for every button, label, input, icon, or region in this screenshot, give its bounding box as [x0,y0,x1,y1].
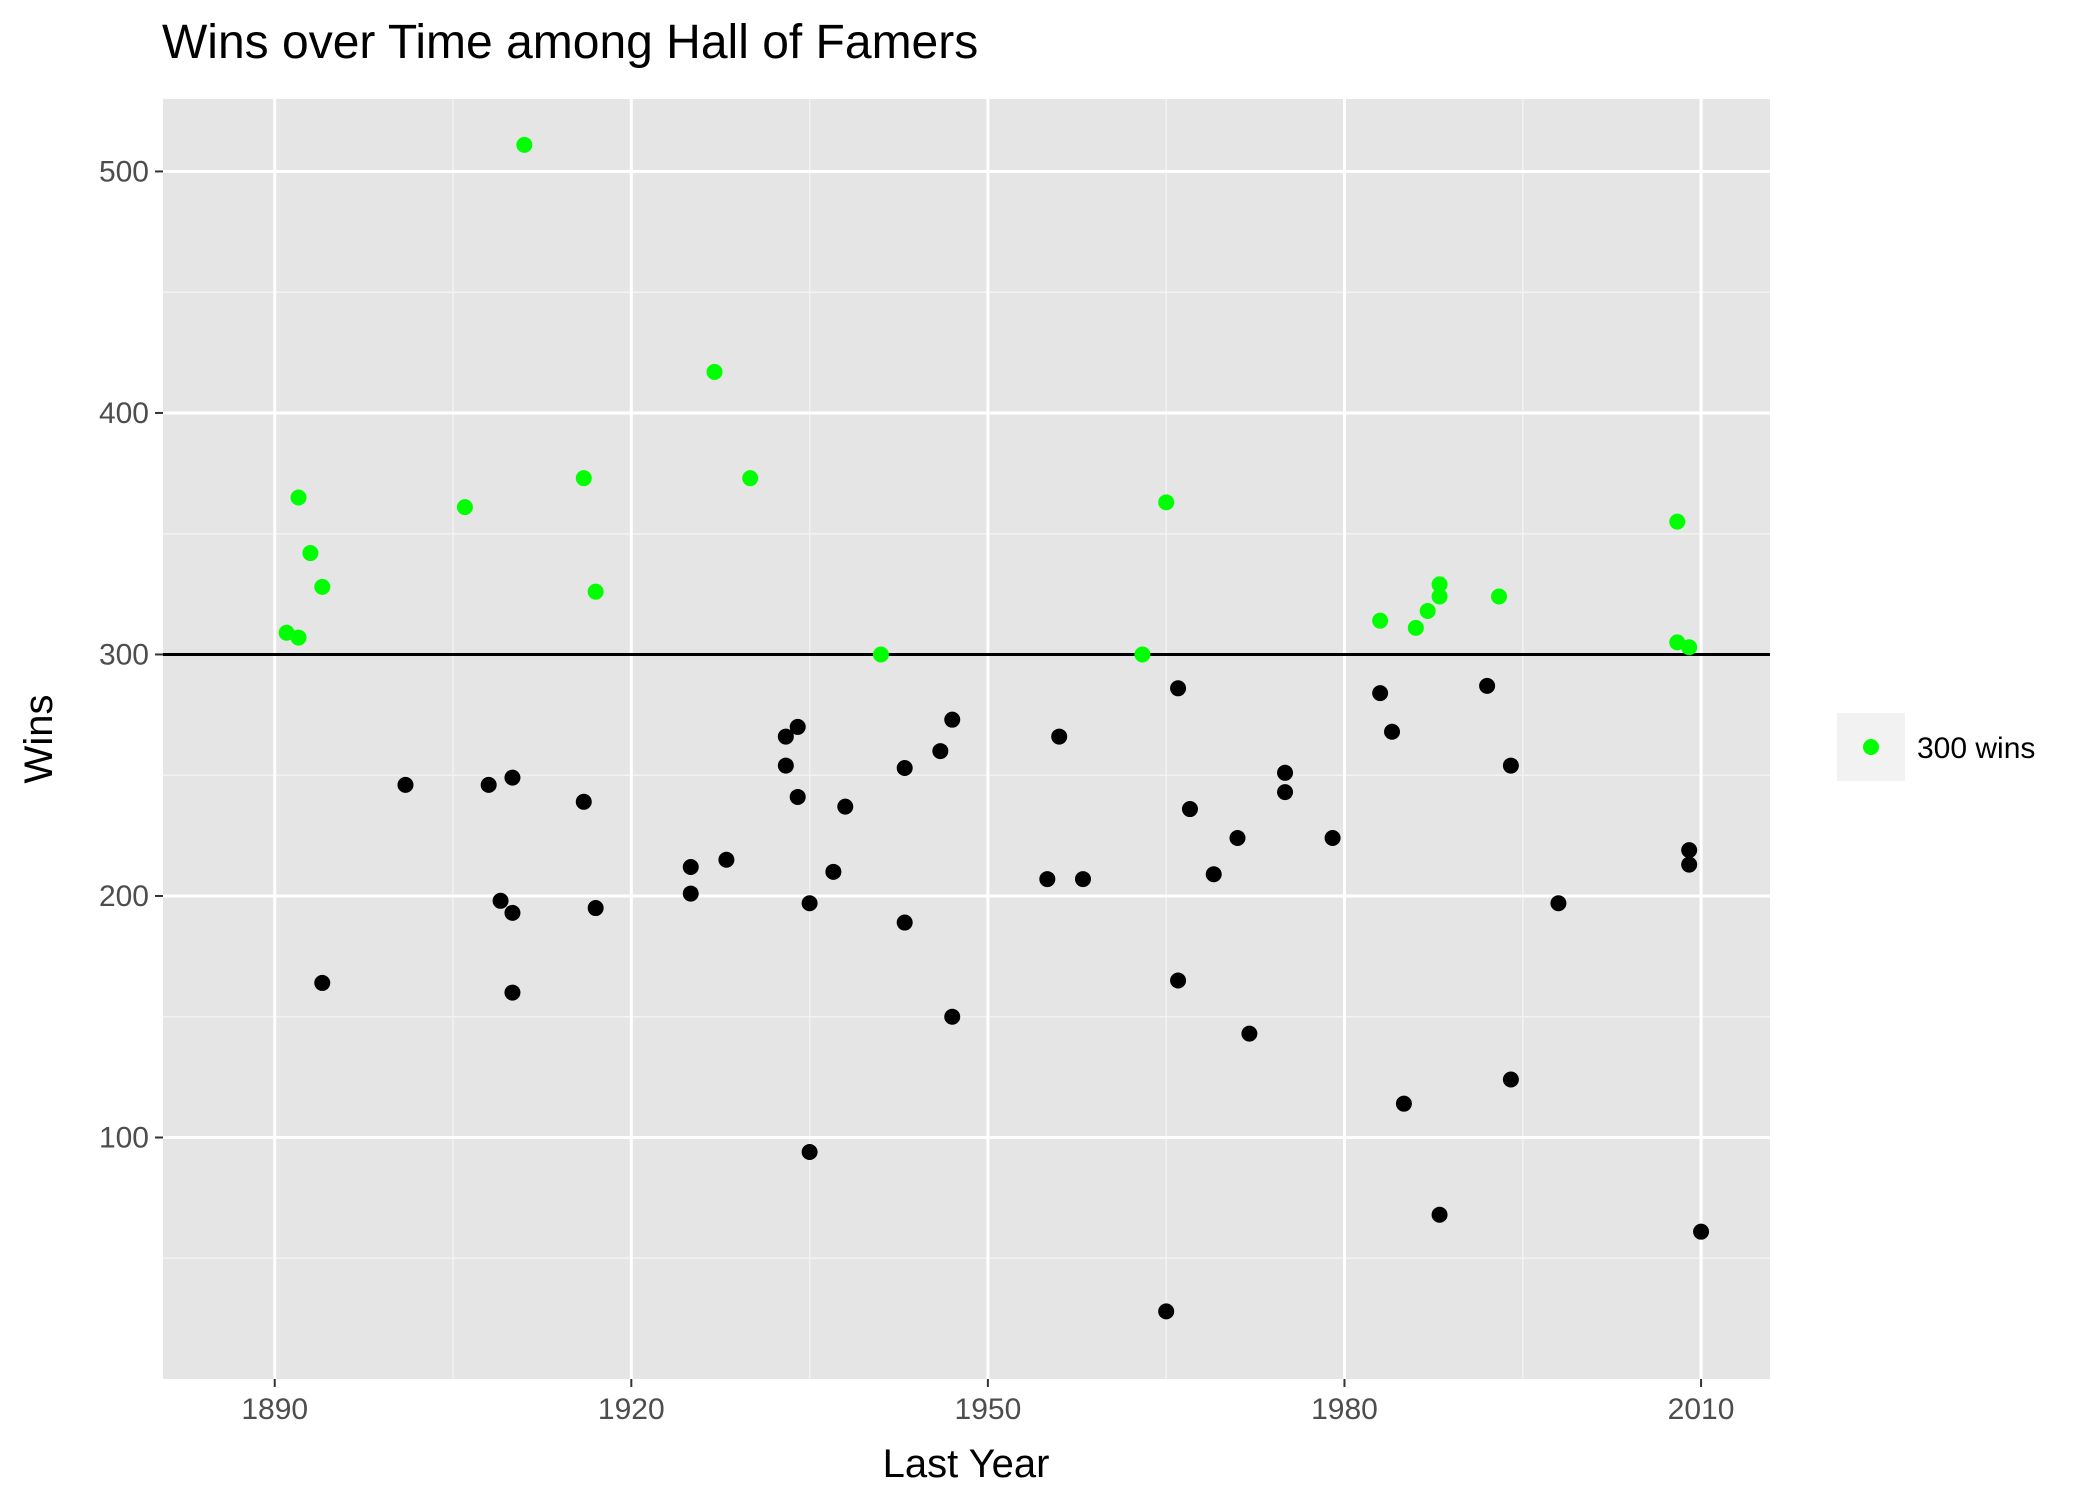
point-under-300 [682,859,699,875]
point-under-300 [789,788,806,805]
legend-key-point [1863,739,1879,755]
point-under-300 [1277,764,1294,781]
point-300-wins [1407,619,1424,636]
point-under-300 [492,892,509,909]
x-tick-label: 1890 [241,1393,308,1426]
point-under-300 [1229,830,1246,847]
point-under-300 [504,984,521,1001]
point-under-300 [801,895,818,912]
point-300-wins [1669,513,1686,530]
point-under-300 [825,863,842,880]
chart-title: Wins over Time among Hall of Famers [162,16,978,69]
y-axis-ticks: 100 200 300 400 500 [99,155,163,1154]
point-under-300 [777,728,794,745]
point-under-300 [1502,757,1519,774]
y-tick-label: 200 [99,880,149,913]
point-under-300 [1277,784,1294,801]
point-300-wins [302,545,319,562]
point-under-300 [587,900,604,917]
point-300-wins [1431,588,1448,605]
y-axis-title: Wins [17,695,61,784]
point-300-wins [456,499,473,516]
point-under-300 [397,776,414,793]
point-under-300 [1051,728,1068,745]
point-under-300 [1681,856,1698,873]
data-points [278,136,1710,1320]
y-tick-label: 400 [99,397,149,430]
point-under-300 [314,974,331,991]
plot-panel [163,99,1770,1379]
x-axis-title: Last Year [883,1442,1050,1486]
point-under-300 [682,885,699,902]
point-under-300 [944,711,961,728]
point-under-300 [896,759,913,776]
point-under-300 [1395,1095,1412,1112]
point-300-wins [1158,494,1175,511]
point-under-300 [1039,871,1056,888]
point-under-300 [1074,871,1091,888]
point-300-wins [314,578,331,595]
point-under-300 [789,718,806,735]
point-300-wins [742,470,759,487]
point-under-300 [1431,1206,1448,1223]
point-300-wins [1419,603,1436,619]
point-under-300 [1241,1025,1258,1042]
y-tick-label: 100 [99,1121,149,1154]
point-under-300 [1693,1223,1710,1240]
point-under-300 [1324,830,1341,847]
point-300-wins [1134,646,1151,663]
point-under-300 [1205,866,1222,883]
legend: 300 wins [1837,713,2035,781]
x-axis-ticks: 1890 1920 1950 1980 2010 [241,1379,1734,1426]
point-under-300 [801,1143,818,1160]
point-under-300 [504,904,521,921]
point-under-300 [896,914,913,931]
point-under-300 [575,793,592,810]
point-300-wins [1372,612,1389,629]
point-under-300 [1372,685,1389,702]
point-under-300 [1170,972,1187,989]
point-300-wins [575,470,592,487]
x-tick-label: 2010 [1668,1393,1735,1426]
point-under-300 [777,757,794,774]
x-tick-label: 1950 [955,1393,1022,1426]
y-tick-label: 300 [99,638,149,671]
point-under-300 [1479,677,1496,694]
point-under-300 [504,769,521,786]
point-300-wins [1431,576,1448,593]
point-under-300 [944,1008,961,1025]
legend-label: 300 wins [1917,732,2035,765]
point-300-wins [516,136,533,153]
minor-gridlines [163,99,1770,1379]
point-under-300 [1681,842,1698,859]
point-under-300 [1181,801,1198,818]
point-300-wins [706,363,723,380]
point-300-wins [1681,639,1698,656]
point-under-300 [1502,1071,1519,1088]
x-tick-label: 1980 [1311,1393,1378,1426]
point-300-wins [872,646,889,663]
point-under-300 [718,851,735,868]
point-300-wins [290,489,307,506]
point-300-wins [587,583,604,600]
point-300-wins [1490,588,1507,605]
y-tick-label: 500 [99,155,149,188]
point-under-300 [1384,723,1401,740]
point-under-300 [1158,1303,1175,1320]
point-under-300 [932,743,949,760]
point-under-300 [480,776,497,793]
point-under-300 [1170,680,1187,697]
x-tick-label: 1920 [598,1393,665,1426]
point-under-300 [837,798,854,815]
point-under-300 [1550,895,1567,912]
point-300-wins [290,629,307,646]
